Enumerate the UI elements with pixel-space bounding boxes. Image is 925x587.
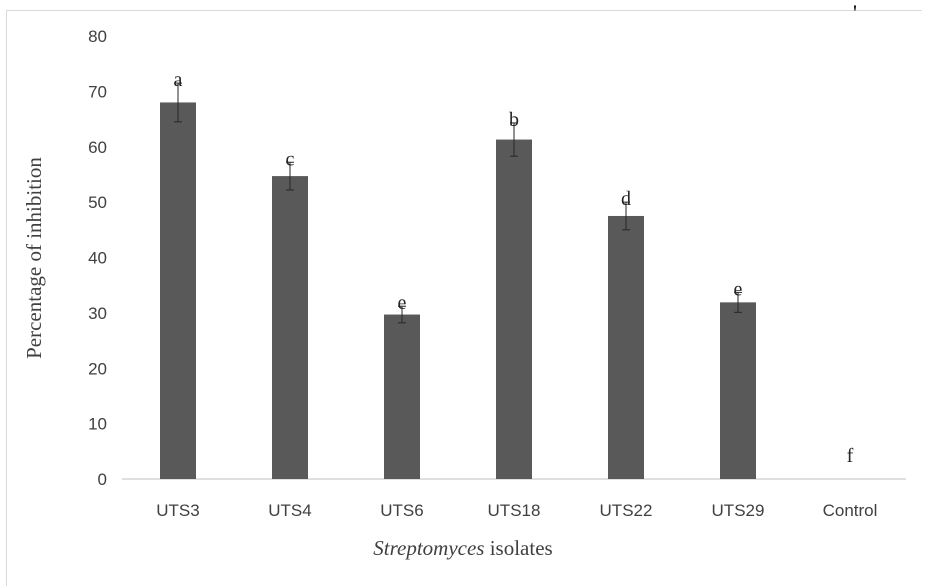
x-tick-label: UTS3 — [156, 501, 199, 520]
x-axis-title: Streptomyces isolates — [373, 536, 552, 560]
bar — [384, 314, 420, 479]
x-tick-label: UTS18 — [488, 501, 541, 520]
y-tick-label: 10 — [88, 415, 107, 434]
y-tick-label: 40 — [88, 249, 107, 268]
y-axis-title: Percentage of inhibition — [22, 157, 46, 359]
bar — [608, 215, 644, 479]
bar — [160, 102, 196, 479]
y-tick-label: 30 — [88, 304, 107, 323]
significance-letter: d — [621, 188, 631, 210]
significance-letter: e — [398, 292, 407, 314]
y-axis-ticks: 0 10 20 30 40 50 60 70 80 — [88, 27, 107, 489]
corner-mark: ' — [853, 0, 857, 25]
x-tick-label: UTS29 — [712, 501, 765, 520]
significance-letter: e — [734, 278, 743, 300]
x-tick-label: UTS4 — [268, 501, 311, 520]
significance-letter: b — [509, 109, 519, 131]
significance-letter: c — [286, 148, 295, 170]
chart-frame — [6, 10, 922, 586]
y-tick-label: 60 — [88, 138, 107, 157]
x-axis-title-italic: Streptomyces — [373, 536, 484, 560]
significance-letter: f — [847, 445, 854, 467]
x-axis-tick-labels: UTS3 UTS4 UTS6 UTS18 UTS22 UTS29 Control — [156, 501, 877, 520]
bars-group: a c e b d e f — [160, 69, 854, 479]
bar — [720, 302, 756, 479]
x-tick-label: UTS22 — [600, 501, 653, 520]
x-tick-label: UTS6 — [380, 501, 423, 520]
y-tick-label: 50 — [88, 193, 107, 212]
y-tick-label: 20 — [88, 359, 107, 378]
y-tick-label: 80 — [88, 27, 107, 46]
bar — [272, 176, 308, 479]
x-axis-title-rest: isolates — [484, 536, 552, 560]
x-tick-label: Control — [823, 501, 878, 520]
significance-letter: a — [174, 69, 183, 91]
y-tick-label: 0 — [98, 470, 107, 489]
y-tick-label: 70 — [88, 82, 107, 101]
bar — [496, 139, 532, 479]
